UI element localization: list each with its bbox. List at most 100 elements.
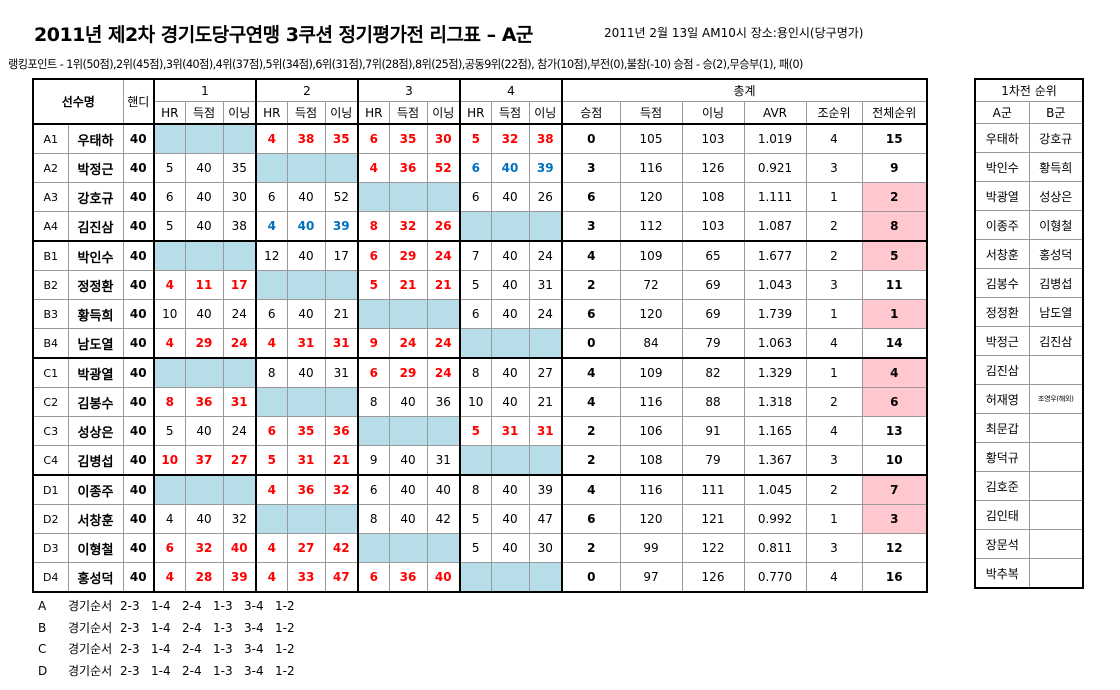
round-score: 6 [255, 299, 288, 329]
round-score: 29 [388, 240, 428, 271]
total-value: 2 [561, 445, 621, 476]
round-header: 3 [357, 78, 461, 102]
player-name: 박인수 [67, 240, 124, 271]
total-value: 0 [561, 123, 621, 154]
total-value: 69 [681, 299, 745, 329]
match-pair: 1-3 [213, 642, 233, 656]
player-seed: A1 [32, 123, 69, 154]
empty-self-cell [324, 153, 359, 183]
round-score: 10 [459, 387, 492, 417]
group-a-name: 박인수 [974, 152, 1030, 182]
total-value: 1.739 [743, 299, 807, 329]
total-value: 1.677 [743, 240, 807, 271]
player-seed: A3 [32, 182, 69, 212]
empty-self-cell [426, 182, 461, 212]
group-a-name: 허재영 [974, 384, 1030, 414]
empty-self-cell [388, 299, 428, 329]
overall-rank: 15 [861, 123, 928, 154]
round-score: 8 [255, 357, 288, 388]
group-b-name: 황득희 [1028, 152, 1084, 182]
round-score: 24 [222, 416, 257, 446]
round-score: 38 [222, 211, 257, 242]
total-value: 121 [681, 504, 745, 534]
round-score: 40 [286, 357, 326, 388]
empty-self-cell [490, 445, 530, 476]
group-a-name: 김봉수 [974, 268, 1030, 298]
player-seed: D2 [32, 504, 69, 534]
round-score: 4 [153, 328, 186, 359]
empty-self-cell [459, 562, 492, 593]
match-pair: 1-2 [275, 642, 295, 656]
group-a-name: 김인태 [974, 500, 1030, 530]
group-b-name [1028, 413, 1084, 443]
ranking-row: 이종주 이형철 [974, 210, 1084, 240]
player-row: A3 강호규 40 6 40 30 6 40 52 6 40 26 6 120 108 1.111 1 2 [32, 182, 928, 212]
player-name: 남도열 [67, 328, 124, 359]
round-score: 30 [222, 182, 257, 212]
group-b-name: 성상은 [1028, 181, 1084, 211]
round-score: 6 [153, 533, 186, 563]
ranking-row: 서창훈 홍성덕 [974, 239, 1084, 269]
player-name: 김봉수 [67, 387, 124, 417]
player-row: D3 이형철 40 6 32 40 4 27 42 5 40 30 2 99 122 0.811 3 12 [32, 533, 928, 563]
player-row: C2 김봉수 40 8 36 31 8 40 36 10 40 21 4 116 88 1.318 2 6 [32, 387, 928, 417]
player-seed: C1 [32, 357, 69, 388]
total-value: 109 [619, 240, 683, 271]
overall-rank: 4 [861, 357, 928, 388]
round-score: 40 [490, 387, 530, 417]
total-value: 108 [619, 445, 683, 476]
empty-self-cell [153, 123, 186, 154]
empty-self-cell [184, 474, 224, 505]
round-score: 40 [388, 504, 428, 534]
player-name: 황득희 [67, 299, 124, 329]
player-seed: B2 [32, 270, 69, 300]
player-row: A1 우태하 40 4 38 35 6 35 30 5 32 38 0 105 103 1.019 4 15 [32, 123, 928, 154]
empty-self-cell [324, 270, 359, 300]
empty-self-cell [357, 182, 390, 212]
group-a-name: 박정근 [974, 326, 1030, 356]
total-value: 72 [619, 270, 683, 300]
sub-header: HR [459, 101, 492, 125]
empty-self-cell [184, 240, 224, 271]
group-b-name [1028, 471, 1084, 501]
ranking-row: 박추복 [974, 558, 1084, 589]
round-score: 35 [222, 153, 257, 183]
player-handicap: 40 [122, 562, 155, 593]
player-seed: C4 [32, 445, 69, 476]
total-value: 0.992 [743, 504, 807, 534]
total-value: 126 [681, 562, 745, 593]
round-score: 40 [490, 533, 530, 563]
group-b-name [1028, 500, 1084, 530]
round-score: 40 [388, 387, 428, 417]
ranking-row: 박광열 성상은 [974, 181, 1084, 211]
round-score: 5 [153, 153, 186, 183]
round-score: 40 [184, 153, 224, 183]
round-score: 40 [184, 299, 224, 329]
total-value: 88 [681, 387, 745, 417]
round-score: 31 [286, 328, 326, 359]
round-score: 37 [184, 445, 224, 476]
round-score: 40 [286, 299, 326, 329]
empty-self-cell [426, 533, 461, 563]
round-score: 40 [490, 153, 530, 183]
round-score: 17 [324, 240, 359, 271]
player-handicap: 40 [122, 504, 155, 534]
round-score: 39 [528, 153, 563, 183]
round-score: 30 [426, 123, 461, 154]
player-name: 정정환 [67, 270, 124, 300]
overall-rank: 8 [861, 211, 928, 242]
overall-rank: 9 [861, 153, 928, 183]
total-value: 1.165 [743, 416, 807, 446]
round-score: 6 [357, 562, 390, 593]
match-pair: 2-4 [182, 663, 202, 678]
round-score: 8 [459, 474, 492, 505]
group-b-name: 김진삼 [1028, 326, 1084, 356]
total-value: 1 [805, 504, 863, 534]
empty-self-cell [528, 445, 563, 476]
empty-self-cell [222, 474, 257, 505]
total-value: 3 [561, 211, 621, 242]
group-b-name [1028, 355, 1084, 385]
overall-rank: 5 [861, 240, 928, 271]
match-pair: 2-3 [120, 620, 140, 635]
group-a-name: 정정환 [974, 297, 1030, 327]
